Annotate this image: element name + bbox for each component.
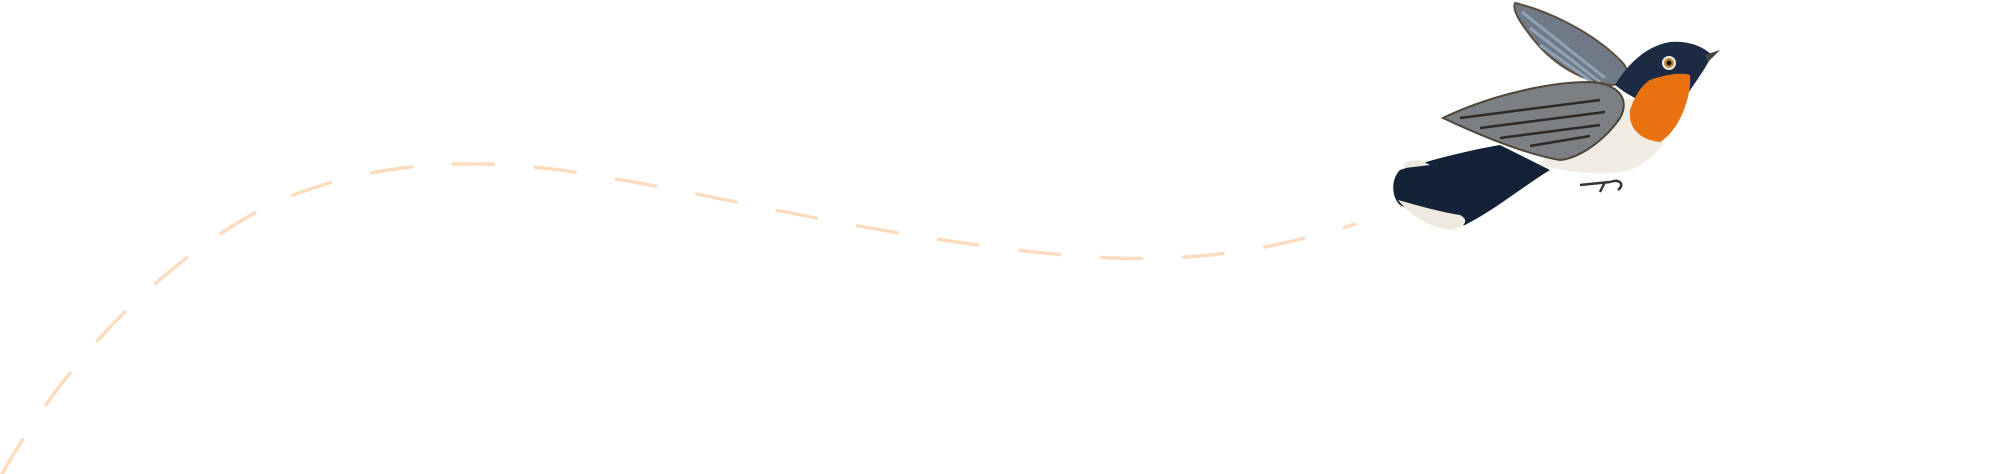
bird-tail — [1393, 145, 1550, 226]
bird-feet — [1579, 179, 1623, 193]
bird-throat — [1629, 73, 1691, 142]
flight-path-dashed-line — [0, 162, 1357, 474]
bird-tail-tips — [1398, 160, 1466, 230]
bird-beak — [1705, 50, 1720, 62]
bird-illustration — [1393, 1, 1720, 230]
bird-upper-wing — [1513, 1, 1629, 87]
